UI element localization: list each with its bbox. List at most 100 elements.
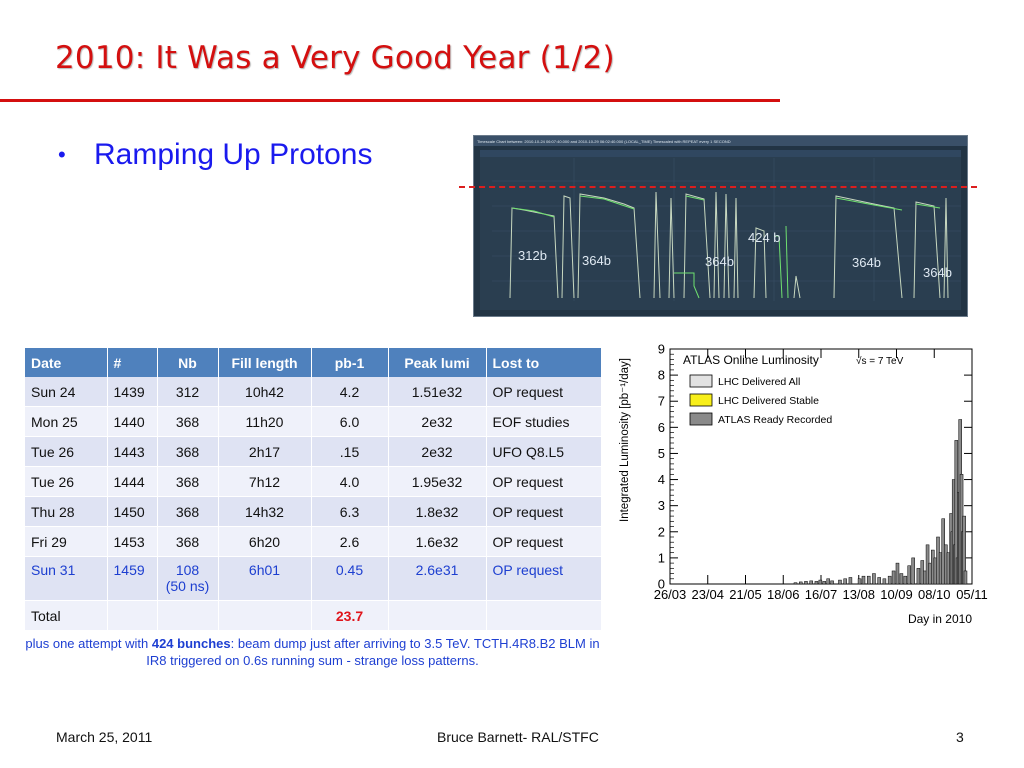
- bunches-value: 108: [175, 562, 200, 578]
- bunches-cell: 368: [157, 466, 219, 497]
- x-tick-label: 08/10: [918, 587, 951, 602]
- fill-length-cell: 6h01: [218, 556, 312, 601]
- data-bar: [804, 581, 808, 585]
- y-tick-label: 6: [658, 420, 665, 435]
- atlas-luminosity-chart: Integrated Luminosity [pb⁻¹/day] 0 1 2 3 4 5 6…: [608, 338, 994, 630]
- table-header-row: Date # Nb Fill length pb-1 Peak lumi Los…: [25, 348, 602, 377]
- fill-length-cell: 7h12: [218, 466, 312, 497]
- table-row: Thu 28 1450 368 14h32 6.3 1.8e32 OP requ…: [25, 496, 602, 527]
- footnote-post: : beam dump just after arriving to 3.5 T…: [146, 636, 600, 668]
- y-tick-label: 9: [658, 342, 665, 357]
- x-tick-label: 16/07: [805, 587, 838, 602]
- lost-to-cell: OP request: [486, 526, 602, 557]
- bullet-dot: •: [58, 142, 66, 167]
- data-bar: [857, 578, 862, 585]
- column-header: Date: [25, 348, 108, 377]
- bunches-cell: 108 (50 ns): [157, 556, 219, 601]
- lumi-cell: 6.3: [311, 496, 389, 527]
- peak-lumi-cell: 2.6e31: [388, 556, 487, 601]
- data-bar: [903, 575, 908, 585]
- timber-label: 364b: [923, 265, 952, 280]
- data-bar: [882, 578, 887, 585]
- y-tick-label: 1: [658, 550, 665, 565]
- lumi-cell: 0.45: [311, 556, 389, 601]
- y-tick-label: 5: [658, 446, 665, 461]
- lumi-cell: 4.2: [311, 377, 389, 407]
- legend-label: LHC Delivered All: [718, 376, 800, 388]
- y-tick-label: 0: [658, 577, 665, 592]
- footer-date: March 25, 2011: [56, 729, 153, 745]
- data-bar: [798, 581, 803, 585]
- table-row: Mon 25 1440 368 11h20 6.0 2e32 EOF studi…: [25, 406, 602, 437]
- page-number: 3: [956, 729, 964, 745]
- red-dashed-line: [459, 186, 977, 188]
- bunches-cell: 312: [157, 377, 219, 407]
- timber-label: 364b: [582, 253, 611, 268]
- data-bar: [826, 578, 830, 585]
- fill-number-cell: 1453: [107, 526, 158, 557]
- x-tick-label: 23/04: [691, 587, 724, 602]
- data-bar: [895, 562, 900, 585]
- data-bar: [818, 579, 823, 585]
- y-axis-label: Integrated Luminosity [pb⁻¹/day]: [619, 358, 631, 522]
- x-tick-label: 26/03: [654, 587, 687, 602]
- footnote: plus one attempt with 424 bunches: beam …: [25, 635, 600, 669]
- peak-lumi-cell: 1.6e32: [388, 526, 487, 557]
- y-tick-label: 7: [658, 394, 665, 409]
- data-bar: [793, 582, 798, 585]
- fill-length-cell: 11h20: [218, 406, 312, 437]
- data-bar: [963, 570, 968, 585]
- column-header: Peak lumi: [388, 348, 487, 377]
- table-row-highlight: Sun 31 1459 108 (50 ns) 6h01 0.45 2.6e31 …: [25, 556, 602, 601]
- date-cell: Mon 25: [25, 406, 108, 437]
- bunches-cell: 368: [157, 436, 219, 467]
- data-bar: [887, 575, 892, 585]
- lumi-cell: 6.0: [311, 406, 389, 437]
- data-bar: [891, 570, 896, 585]
- bunches-cell: 368: [157, 406, 219, 437]
- data-bar: [848, 577, 853, 585]
- beam-intensity-screenshot: Timescale Chart between: 2010-10-24 06:0…: [473, 135, 968, 317]
- legend-label: ATLAS Ready Recorded: [718, 414, 832, 426]
- y-tick-label: 3: [658, 498, 665, 513]
- data-bar: [907, 565, 911, 585]
- data-bar: [877, 577, 881, 585]
- bunches-cell: 368: [157, 526, 219, 557]
- column-header: pb-1: [311, 348, 389, 377]
- lost-to-cell: OP request: [486, 556, 602, 601]
- y-tick-label: 4: [658, 472, 665, 487]
- timber-header: Timescale Chart between: 2010-10-24 06:0…: [477, 139, 731, 144]
- timber-label: 312b: [518, 248, 547, 263]
- date-cell: Sun 24: [25, 377, 108, 407]
- table-row: Tue 26 1444 368 7h12 4.0 1.95e32 OP requ…: [25, 466, 602, 497]
- data-bar: [809, 580, 813, 585]
- fill-length-cell: 14h32: [218, 496, 312, 527]
- timber-label: 364b: [852, 255, 881, 270]
- lumi-cell: 2.6: [311, 526, 389, 557]
- lost-to-cell: OP request: [486, 496, 602, 527]
- fill-number-cell: 1440: [107, 406, 158, 437]
- x-tick-label: 18/06: [767, 587, 800, 602]
- column-header: #: [107, 348, 158, 377]
- slide-title: 2010: It Was a Very Good Year (1/2): [55, 40, 615, 76]
- legend-label: LHC Delivered Stable: [718, 395, 819, 407]
- legend-swatch: [689, 393, 713, 407]
- x-tick-label: 21/05: [729, 587, 762, 602]
- data-bar: [830, 580, 834, 585]
- total-label: Total: [25, 600, 108, 631]
- data-bar: [822, 581, 827, 585]
- data-bar: [916, 568, 921, 585]
- fill-length-cell: 6h20: [218, 526, 312, 557]
- date-cell: Tue 26: [25, 436, 108, 467]
- peak-lumi-cell: 2e32: [388, 406, 487, 437]
- fill-number-cell: 1443: [107, 436, 158, 467]
- lost-to-cell: OP request: [486, 466, 602, 497]
- bunch-spacing-note: (50 ns): [165, 578, 210, 594]
- fill-length-cell: 2h17: [218, 436, 312, 467]
- lost-to-cell: EOF studies: [486, 406, 602, 437]
- table-row: Fri 29 1453 368 6h20 2.6 1.6e32 OP reque…: [25, 526, 602, 557]
- y-tick-label: 2: [658, 524, 665, 539]
- fill-table: Date # Nb Fill length pb-1 Peak lumi Los…: [25, 348, 602, 631]
- timber-label: 364b: [705, 254, 734, 269]
- peak-lumi-cell: 2e32: [388, 436, 487, 467]
